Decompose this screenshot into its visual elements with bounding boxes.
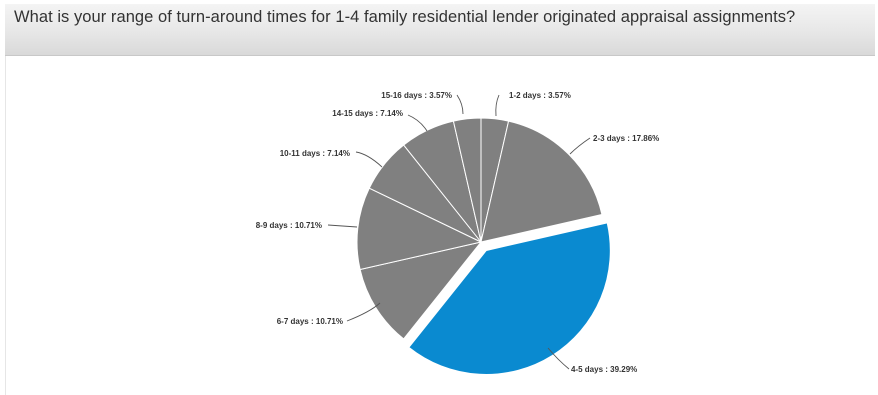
leader-line-15-16-days	[456, 94, 464, 115]
pie-slice-4-5-days	[408, 222, 611, 375]
slice-label-15-16-days: 15-16 days : 3.57%	[381, 91, 452, 100]
pie-slice-15-16-days	[452, 117, 482, 243]
slice-label-8-9-days: 8-9 days : 10.71%	[256, 221, 322, 230]
pie-slice-2-3-days	[480, 120, 603, 243]
leader-line-14-15-days	[407, 114, 428, 132]
leader-line-4-5-days	[547, 347, 570, 370]
slice-label-1-2-days: 1-2 days : 3.57%	[509, 91, 571, 100]
slice-label-4-5-days: 4-5 days : 39.29%	[571, 365, 637, 374]
question-title: What is your range of turn-around times …	[14, 8, 796, 26]
leader-line-1-2-days	[495, 94, 500, 117]
slice-label-10-11-days: 10-11 days : 7.14%	[280, 149, 350, 158]
leader-line-8-9-days	[327, 224, 358, 228]
leader-line-2-3-days	[569, 137, 591, 155]
slice-label-14-15-days: 14-15 days : 7.14%	[332, 109, 403, 118]
leader-line-10-11-days	[355, 151, 383, 168]
pie-slice-6-7-days	[359, 241, 483, 340]
question-header: What is your range of turn-around times …	[5, 4, 875, 56]
slice-label-6-7-days: 6-7 days : 10.71%	[277, 317, 343, 326]
leader-line-6-7-days	[346, 302, 381, 322]
slice-label-2-3-days: 2-3 days : 17.86%	[593, 134, 659, 143]
pie-slice-8-9-days	[356, 187, 483, 271]
panel-left-border	[5, 56, 6, 395]
